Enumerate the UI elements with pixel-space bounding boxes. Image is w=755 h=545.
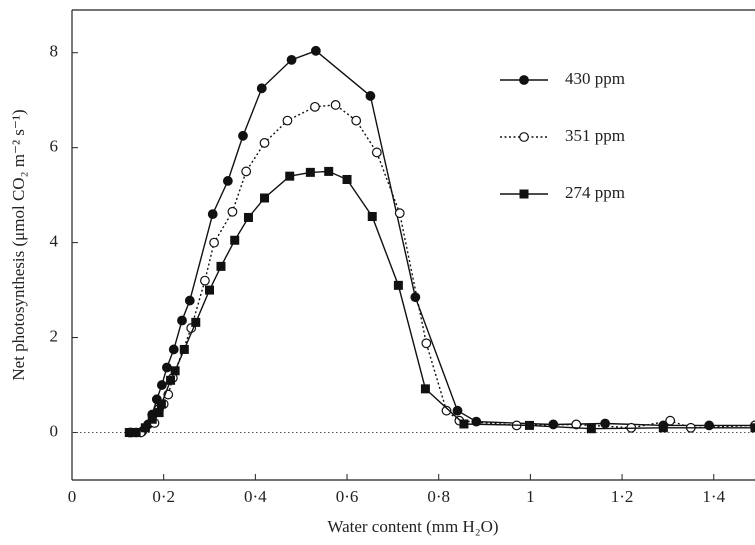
legend-marker xyxy=(519,189,529,199)
data-point xyxy=(256,83,267,94)
data-point xyxy=(282,115,293,126)
x-tick-label: 1·2 xyxy=(611,487,634,506)
data-point xyxy=(191,317,201,327)
data-point xyxy=(286,54,297,65)
legend-label: 430 ppm xyxy=(565,69,625,88)
data-point xyxy=(420,384,430,394)
data-point xyxy=(156,380,167,390)
data-point xyxy=(259,138,270,148)
data-point xyxy=(179,344,189,354)
data-point xyxy=(330,100,341,110)
y-tick-label: 2 xyxy=(50,326,59,345)
data-point xyxy=(342,174,352,184)
data-point xyxy=(459,419,469,429)
data-point xyxy=(441,405,452,416)
data-point xyxy=(209,237,220,248)
data-point xyxy=(227,206,238,217)
x-tick-label: 0·4 xyxy=(244,487,267,506)
x-tick-label: 0·2 xyxy=(152,487,175,506)
legend-label: 274 ppm xyxy=(565,183,625,202)
legend-marker xyxy=(519,75,529,85)
data-point xyxy=(665,415,676,426)
data-point xyxy=(168,344,179,355)
data-point xyxy=(170,366,180,376)
data-point xyxy=(161,362,172,373)
data-point xyxy=(156,399,166,409)
x-tick-label: 0·8 xyxy=(427,487,450,506)
legend-marker xyxy=(519,132,529,142)
data-point xyxy=(230,235,240,245)
data-point xyxy=(410,292,421,303)
y-tick-label: 6 xyxy=(50,137,59,156)
data-point xyxy=(658,423,668,433)
data-point xyxy=(524,420,534,430)
data-point xyxy=(124,428,134,438)
data-point xyxy=(421,338,432,349)
data-point xyxy=(243,212,253,222)
data-point xyxy=(285,171,295,181)
data-point xyxy=(371,147,382,158)
x-tick-label: 1·4 xyxy=(702,487,725,506)
data-point xyxy=(310,45,321,56)
data-point xyxy=(393,280,403,290)
y-tick-label: 8 xyxy=(50,42,59,61)
data-point xyxy=(367,212,377,222)
y-tick-label: 4 xyxy=(50,232,59,251)
data-point xyxy=(207,209,218,220)
data-point xyxy=(205,285,215,295)
x-tick-label: 0 xyxy=(68,487,77,506)
data-point xyxy=(310,101,320,112)
data-point xyxy=(166,375,176,385)
data-point xyxy=(260,193,270,203)
legend-label: 351 ppm xyxy=(565,126,625,145)
series-line xyxy=(129,170,755,434)
y-tick-label: 0 xyxy=(50,421,59,440)
data-point xyxy=(131,428,141,438)
x-tick-label: 0·6 xyxy=(336,487,359,506)
data-point xyxy=(586,424,596,434)
data-point xyxy=(351,115,362,126)
data-point xyxy=(216,261,226,271)
series-line xyxy=(129,50,755,434)
data-point xyxy=(200,275,210,286)
data-point xyxy=(394,208,405,219)
x-tick-label: 1 xyxy=(526,487,535,506)
data-point xyxy=(750,423,755,433)
data-point xyxy=(365,91,376,101)
data-point xyxy=(324,166,334,176)
data-point xyxy=(147,414,157,424)
data-point xyxy=(238,130,248,141)
y-axis-label: Net photosynthesis (μmol CO₂ m⁻² s⁻¹) xyxy=(9,109,28,380)
data-point xyxy=(177,315,187,326)
data-point xyxy=(184,295,195,306)
data-point xyxy=(571,419,582,430)
data-point xyxy=(305,167,315,177)
data-point xyxy=(154,408,164,418)
data-point xyxy=(222,176,233,186)
data-point xyxy=(452,405,463,416)
data-point xyxy=(140,423,150,433)
x-axis-label: Water content (mm H₂O) xyxy=(327,517,498,536)
data-point xyxy=(241,166,252,177)
